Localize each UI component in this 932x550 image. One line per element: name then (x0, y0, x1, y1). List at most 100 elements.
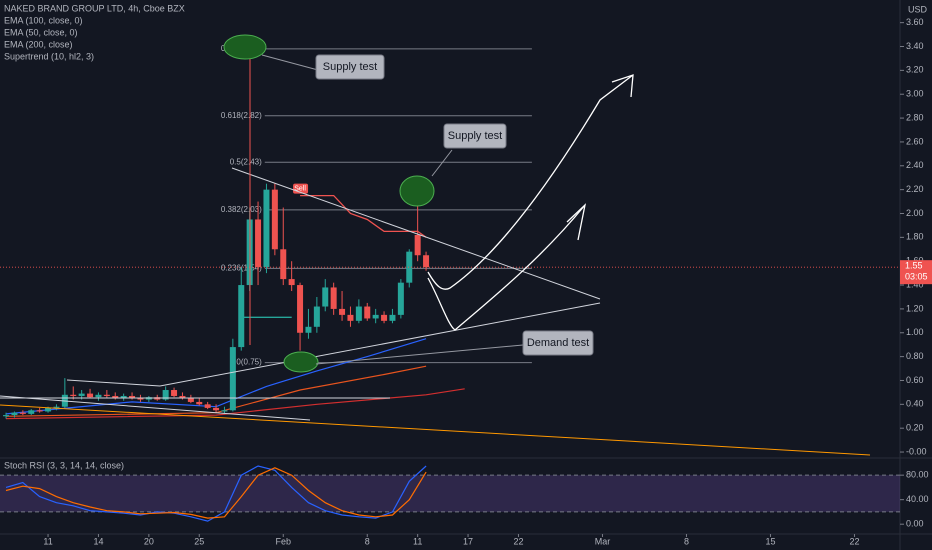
highlight (283, 351, 319, 373)
candle-body (221, 410, 228, 412)
y-tick-label: 1.80 (906, 232, 924, 242)
y-tick-label: 3.00 (906, 89, 924, 99)
x-tick-label: 8 (365, 536, 370, 546)
y-tick-label: 40.00 (906, 494, 929, 504)
candle-body (238, 285, 245, 348)
candle-body (45, 407, 52, 412)
candle-body (330, 287, 337, 309)
y-tick-label: 2.60 (906, 136, 924, 146)
candle-body (162, 390, 169, 400)
candle-body (28, 410, 35, 414)
annotation: Supply test (448, 130, 502, 142)
x-tick-label: 25 (194, 536, 204, 546)
y-tick-label: 0.60 (906, 375, 924, 385)
candle-body (372, 314, 379, 319)
candle-body (414, 234, 421, 256)
y-tick-label: 0.20 (906, 423, 924, 433)
y-tick-label: 2.40 (906, 160, 924, 170)
trend-line (66, 379, 161, 387)
y-tick-label: 1.00 (906, 327, 924, 337)
callout-box (522, 330, 594, 356)
y-tick-label: 1.40 (906, 279, 924, 289)
candle-body (11, 412, 18, 416)
candle-body (187, 398, 194, 402)
candle-body (347, 314, 354, 321)
y-tick-label: 0.40 (906, 399, 924, 409)
y-tick-label: 1.20 (906, 303, 924, 313)
ema-line (5, 338, 427, 415)
highlight (223, 34, 267, 60)
sell-label: Sell (294, 185, 306, 192)
y-tick-label: 0.80 (906, 351, 924, 361)
candle-body (196, 401, 203, 405)
candle-body (137, 398, 144, 400)
currency: USD (908, 4, 928, 14)
candle-body (280, 249, 287, 280)
fib-label: 0.618(2.82) (221, 111, 262, 120)
x-tick-label: 22 (513, 536, 523, 546)
legend-entry: EMA (100, close, 0) (4, 15, 83, 25)
drawings: Supply test Supply test Demand test (0, 34, 871, 456)
candle-body (339, 308, 346, 315)
y-tick-label: 3.40 (906, 41, 924, 51)
x-tick-label: 11 (413, 536, 422, 546)
hand-arrow (427, 204, 586, 331)
callout-pointer (261, 54, 319, 71)
stoch-d (5, 467, 427, 519)
annotation: Supply test (323, 61, 377, 73)
candle-body (271, 189, 278, 250)
candle-body (305, 326, 312, 333)
candle-body (129, 395, 136, 399)
candle-body (53, 406, 60, 408)
hand-arrow (427, 74, 634, 290)
trend-line (231, 167, 601, 300)
candle-body (120, 395, 127, 399)
x-tick-label: 20 (144, 536, 154, 546)
candle-body (112, 395, 119, 399)
candle-body (229, 347, 236, 411)
y-tick-label: 3.60 (906, 17, 924, 27)
legend-entry: Supertrend (10, hl2, 3) (4, 51, 94, 61)
last-price-label: 1.55 (905, 261, 923, 271)
candle-body (3, 415, 10, 417)
annotation: Demand test (527, 337, 589, 349)
fib-label: 0.382(2.03) (221, 205, 262, 214)
x-tick-label: 14 (93, 536, 103, 546)
y-tick-label: 80.00 (906, 470, 929, 480)
legend-entry: EMA (50, close, 0) (4, 27, 78, 37)
candle-body (70, 394, 77, 396)
trend-line (0, 404, 871, 456)
candle-body (397, 282, 404, 315)
stoch-k (5, 465, 427, 522)
candle-body (381, 314, 388, 321)
candle-body (423, 255, 430, 268)
candle-body (406, 251, 413, 283)
stoch-band (0, 475, 900, 512)
callout-pointer (431, 149, 453, 177)
candle-body (95, 394, 102, 398)
countdown: 03:05 (905, 272, 928, 282)
arrow-head (611, 74, 634, 98)
y-tick-label: 0.00 (906, 519, 924, 529)
callout-pointer (315, 344, 524, 365)
y-tick-label: 3.20 (906, 65, 924, 75)
candle-body (255, 219, 262, 268)
candle-body (19, 412, 26, 414)
x-tick-label: 17 (463, 536, 473, 546)
candle-body (103, 394, 110, 396)
candle-body (204, 404, 211, 408)
x-tick-label: 22 (849, 536, 859, 546)
fib-label: 0.5(2.43) (230, 157, 262, 166)
candle-body (364, 306, 371, 319)
candle-body (297, 285, 304, 333)
price-badge (900, 260, 932, 285)
y-tick-label: 2.00 (906, 208, 924, 218)
candle-body (288, 279, 295, 286)
y-tick-label: 2.20 (906, 184, 924, 194)
x-tick-label: 8 (684, 536, 689, 546)
x-tick-label: 15 (765, 536, 775, 546)
highlight (399, 175, 435, 207)
x-tick-label: 11 (43, 536, 52, 546)
candle-body (389, 314, 396, 321)
